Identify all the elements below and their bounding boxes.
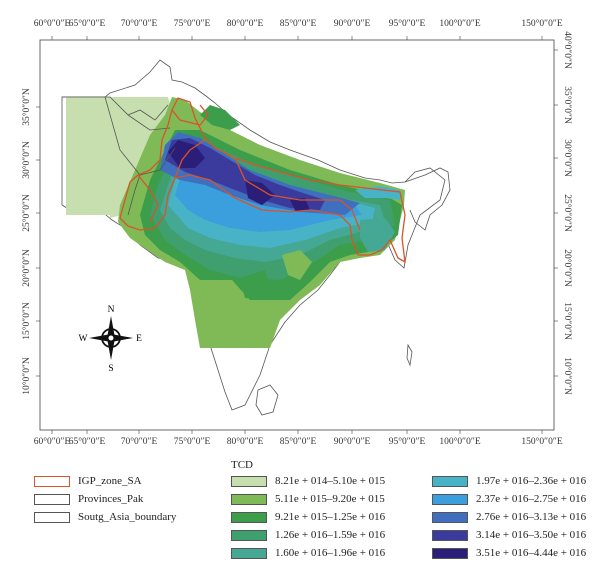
- legend-swatch: [432, 475, 468, 487]
- graticule-label: 85°0″0″E: [280, 436, 317, 447]
- graticule-label: 30°0″0″N: [562, 139, 573, 177]
- legend-label: 2.37e + 016–2.75e + 016: [476, 493, 587, 505]
- graticule-label: 20°0″0″N: [21, 249, 32, 287]
- graticule-label: 25°0″0″N: [21, 194, 32, 232]
- graticule-label: 40°0″0″N: [562, 31, 573, 69]
- tcd-legend-title: TCD: [231, 459, 253, 471]
- compass-e-label: E: [136, 334, 142, 344]
- legend-label: 1.97e + 016–2.36e + 016: [476, 475, 587, 487]
- compass-rose: N S E W: [79, 305, 143, 374]
- legend-swatch: [231, 493, 267, 505]
- legend-swatch: [231, 547, 267, 559]
- tcd-legend-item: 8.21e + 014–5.10e + 015: [231, 474, 385, 488]
- graticule-label: 95°0″0″E: [389, 436, 426, 447]
- tcd-legend-item: 9.21e + 015–1.25e + 016: [231, 510, 385, 524]
- longitude-labels-top: 60°0″0″E65°0″0″E 70°0″0″E 75°0″0″E 80°0″0″E…: [34, 18, 563, 29]
- graticule-label: 95°0″0″E: [389, 18, 426, 29]
- legend-label: 2.76e + 016–3.13e + 016: [476, 511, 587, 523]
- igp-zone: [119, 97, 406, 264]
- graticule-label: 10°0″0″N: [562, 357, 573, 395]
- graticule-label: 35°0″0″N: [21, 88, 32, 126]
- legend-label: IGP_zone_SA: [78, 475, 142, 487]
- legend-swatch: [231, 511, 267, 523]
- graticule-label: 65°0″0″E: [69, 436, 106, 447]
- compass-n-label: N: [108, 305, 115, 315]
- legend-label: 3.51e + 016–4.44e + 016: [476, 547, 587, 559]
- legend-swatch: [34, 475, 70, 487]
- graticule-label: 75°0″0″E: [174, 436, 211, 447]
- graticule-label: 15°0″0″N: [21, 302, 32, 340]
- legend-label: 9.21e + 015–1.25e + 016: [275, 511, 386, 523]
- compass-s-label: S: [108, 364, 113, 374]
- graticule-label: 25°0″0″N: [562, 194, 573, 232]
- legend-label: Soutg_Asia_boundary: [78, 511, 177, 523]
- legend-swatch: [34, 493, 70, 505]
- legend-swatch: [432, 493, 468, 505]
- legend-label: Provinces_Pak: [78, 493, 144, 505]
- graticule-label: 75°0″0″E: [174, 18, 211, 29]
- tcd-legend-item: 1.97e + 016–2.36e + 016: [432, 474, 586, 488]
- graticule-label: 90°0″0″E: [334, 436, 371, 447]
- graticule-label: 100°0″0″E: [439, 436, 480, 447]
- graticule-label: 60°0″0″E: [34, 436, 71, 447]
- graticule-label: 15°0″0″N: [562, 302, 573, 340]
- legend-label: 1.26e + 016–1.59e + 016: [275, 529, 386, 541]
- graticule-label: 150°0″0″E: [521, 436, 562, 447]
- legend-swatch: [432, 529, 468, 541]
- legend-swatch: [432, 547, 468, 559]
- tcd-legend-item: 3.51e + 016–4.44e + 016: [432, 546, 586, 560]
- tcd-legend-item: 2.76e + 016–3.13e + 016: [432, 510, 586, 524]
- graticule-label: 100°0″0″E: [439, 18, 480, 29]
- graticule-label: 80°0″0″E: [227, 18, 264, 29]
- tcd-legend-item: 1.60e + 016–1.96e + 016: [231, 546, 385, 560]
- legend-layer-provinces: Provinces_Pak: [34, 492, 143, 506]
- tcd-legend-item: 2.37e + 016–2.75e + 016: [432, 492, 586, 506]
- graticule-label: 90°0″0″E: [334, 18, 371, 29]
- legend-label: 8.21e + 014–5.10e + 015: [275, 475, 386, 487]
- compass-w-label: W: [79, 334, 88, 344]
- legend-swatch: [432, 511, 468, 523]
- legend-swatch: [34, 511, 70, 523]
- graticule-label: 20°0″0″N: [562, 249, 573, 287]
- tcd-legend-item: 5.11e + 015–9.20e + 015: [231, 492, 385, 506]
- graticule-label: 85°0″0″E: [280, 18, 317, 29]
- graticule-label: 65°0″0″E: [69, 18, 106, 29]
- graticule-label: 80°0″0″E: [227, 436, 264, 447]
- map-figure: 60°0″0″E65°0″0″E 70°0″0″E 75°0″0″E 80°0″0″E…: [21, 18, 573, 447]
- provinces-pak: [62, 96, 176, 216]
- legend-swatch: [231, 529, 267, 541]
- legend-layer-igp: IGP_zone_SA: [34, 474, 142, 488]
- graticule-label: 60°0″0″E: [34, 18, 71, 29]
- graticule-label: 70°0″0″E: [121, 18, 158, 29]
- graticule-label: 70°0″0″E: [121, 436, 158, 447]
- latitude-labels-right: 40°0″0″N 35°0″0″N 30°0″0″N 25°0″0″N 20°0″0″N…: [562, 31, 573, 395]
- longitude-labels-bottom: 60°0″0″E65°0″0″E 70°0″0″E 75°0″0″E 80°0″0″E…: [34, 436, 563, 447]
- tcd-raster: [66, 97, 405, 348]
- graticule-label: 10°0″0″N: [21, 357, 32, 395]
- graticule-label: 35°0″0″N: [562, 86, 573, 124]
- graticule-label: 150°0″0″E: [521, 18, 562, 29]
- graticule-label: 30°0″0″N: [21, 141, 32, 179]
- legend-label: 1.60e + 016–1.96e + 016: [275, 547, 386, 559]
- legend-label: 5.11e + 015–9.20e + 015: [275, 493, 385, 505]
- legend-swatch: [231, 475, 267, 487]
- tcd-legend-item: 3.14e + 016–3.50e + 016: [432, 528, 586, 542]
- latitude-labels-left: 35°0″0″N 30°0″0″N 25°0″0″N 20°0″0″N 15°0″0″N…: [21, 88, 32, 395]
- tcd-legend-item: 1.26e + 016–1.59e + 016: [231, 528, 385, 542]
- legend-layer-boundary: Soutg_Asia_boundary: [34, 510, 176, 524]
- legend-label: 3.14e + 016–3.50e + 016: [476, 529, 587, 541]
